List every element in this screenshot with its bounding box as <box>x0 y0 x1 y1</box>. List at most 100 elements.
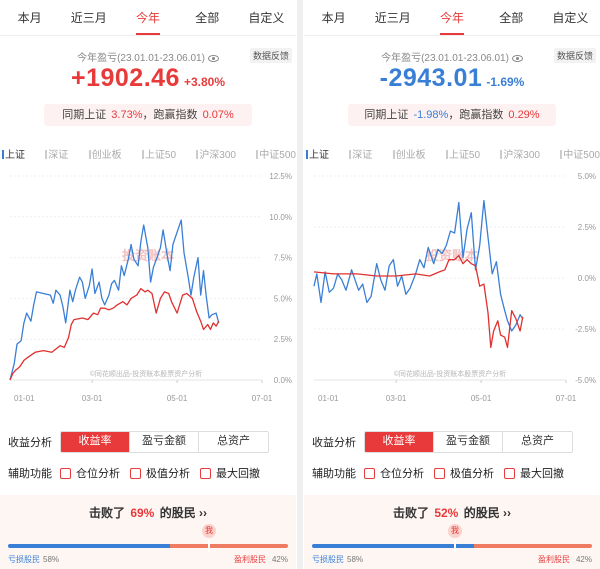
tab-custom[interactable]: 自定义 <box>248 11 285 25</box>
index-option-sse[interactable]: 上证 <box>2 146 25 161</box>
extreme-analysis-checkbox[interactable]: 极值分析 <box>130 465 190 481</box>
index-option-label: 上证 <box>5 150 25 161</box>
y-tick-label: 2.5% <box>578 223 596 232</box>
gain-segment <box>474 544 592 548</box>
compare-label-outperform: 跑赢指数 <box>153 109 198 121</box>
index-option-szse[interactable]: 深证 <box>349 146 372 161</box>
checkbox-label: 最大回撤 <box>520 468 564 480</box>
chart-footnote: ©同花顺出品-投资账本股票资产分析 <box>394 369 507 378</box>
me-marker: 我 <box>202 524 216 538</box>
checkbox-box <box>200 467 211 479</box>
tab-this-month[interactable]: 本月 <box>321 11 346 25</box>
index-option-sse50[interactable]: 上证50 <box>445 146 480 161</box>
pnl-amount-button[interactable]: 盈亏金额 <box>130 432 199 452</box>
index-comparison: 同期上证 3.73%，跑赢指数 0.07% <box>44 104 252 126</box>
pnl-percent: +3.80% <box>183 75 225 89</box>
tab-all[interactable]: 全部 <box>499 11 524 25</box>
index-option-label: 沪深300 <box>503 150 540 161</box>
extreme-analysis-checkbox[interactable]: 极值分析 <box>434 465 494 481</box>
tab-custom[interactable]: 自定义 <box>552 11 589 25</box>
total-assets-button[interactable]: 总资产 <box>217 435 250 447</box>
pnl-amount-button[interactable]: 盈亏金额 <box>434 432 503 452</box>
assist-functions: 辅助功能 仓位分析 极值分析 最大回撤 <box>8 465 270 481</box>
compare-value-outperform: 0.07% <box>202 109 234 121</box>
pnl-summary: +1902.46 +3.80% <box>0 64 296 93</box>
index-option-csi500[interactable]: 中证500 <box>560 146 600 161</box>
index-option-label: 深证 <box>352 150 373 161</box>
me-marker: 我 <box>448 524 462 538</box>
tab-this-year[interactable]: 今年 <box>118 0 177 35</box>
max-drawdown-checkbox[interactable]: 最大回撤 <box>200 465 260 481</box>
x-tick-label: 03-01 <box>386 394 407 403</box>
panel-right: 本月 近三月 今年 全部 自定义 今年盈亏(23.01.01-23.06.01)… <box>304 0 600 569</box>
index-option-label: 中证500 <box>563 150 600 161</box>
loss-segment <box>8 544 171 548</box>
y-tick-label: 10.0% <box>269 213 292 222</box>
tab-last-three-months[interactable]: 近三月 <box>70 11 107 25</box>
index-option-label: 中证500 <box>259 150 296 161</box>
checkbox-label: 极值分析 <box>450 468 494 480</box>
return-rate-button[interactable]: 收益率 <box>365 432 434 452</box>
beat-percent: 69% <box>130 506 155 520</box>
checkbox-box <box>364 467 375 479</box>
index-selector: 上证 深证 创业板 上证50 沪深300 中证500 <box>2 146 296 161</box>
beat-prefix: 击败了 <box>88 506 125 520</box>
checkbox-box <box>60 467 71 479</box>
beat-prefix: 击败了 <box>392 506 429 520</box>
index-option-csi300[interactable]: 沪深300 <box>196 146 236 161</box>
return-analysis-label: 收益分析 <box>8 437 52 449</box>
index-selector: 上证 深证 创业板 上证50 沪深300 中证500 <box>306 146 600 161</box>
ranking-section[interactable]: 击败了 69% 的股民 ›› <box>0 495 296 569</box>
pnl-amount: +1902.46 <box>70 64 180 92</box>
tab-all[interactable]: 全部 <box>195 11 220 25</box>
investor-distribution-bar <box>312 544 592 548</box>
return-rate-button[interactable]: 收益率 <box>61 432 130 452</box>
index-option-chinext[interactable]: 创业板 <box>88 146 122 161</box>
beat-percent: 52% <box>434 506 459 520</box>
feedback-button[interactable]: 数据反馈 <box>249 48 292 63</box>
loss-segment <box>312 544 475 548</box>
x-tick-label: 01-01 <box>318 394 339 403</box>
index-option-csi500[interactable]: 中证500 <box>256 146 296 161</box>
x-tick-label: 05-01 <box>167 394 188 403</box>
period-text: 今年盈亏(23.01.01-23.06.01) <box>77 53 205 64</box>
max-drawdown-checkbox[interactable]: 最大回撤 <box>504 465 564 481</box>
position-analysis-checkbox[interactable]: 仓位分析 <box>60 465 120 481</box>
period-tabs: 本月 近三月 今年 全部 自定义 <box>0 0 296 36</box>
index-marker <box>349 150 352 159</box>
gain-segment <box>170 544 288 548</box>
pnl-amount: -2943.01 <box>379 64 483 92</box>
index-marker <box>560 150 563 159</box>
index-option-sse[interactable]: 上证 <box>306 146 329 161</box>
tab-last-three-months[interactable]: 近三月 <box>374 11 411 25</box>
index-return-line <box>313 254 524 349</box>
index-option-sse50[interactable]: 上证50 <box>141 146 176 161</box>
index-marker <box>2 150 4 159</box>
compare-label-sse: 同期上证 <box>364 109 409 121</box>
tab-this-year[interactable]: 今年 <box>422 0 481 35</box>
return-analysis-label: 收益分析 <box>312 437 356 449</box>
position-analysis-checkbox[interactable]: 仓位分析 <box>364 465 424 481</box>
index-marker <box>500 150 503 159</box>
x-tick-label: 07-01 <box>556 394 577 403</box>
checkbox-box <box>504 467 515 479</box>
index-option-csi300[interactable]: 沪深300 <box>500 146 540 161</box>
period-label: 今年盈亏(23.01.01-23.06.01) <box>304 49 600 64</box>
pnl-summary: -2943.01 -1.69% <box>304 64 600 93</box>
compare-value-outperform: 0.29% <box>508 109 540 121</box>
index-option-label: 创业板 <box>91 150 122 161</box>
eye-icon[interactable] <box>511 54 523 62</box>
y-tick-label: 0.0% <box>578 274 596 283</box>
total-assets-button[interactable]: 总资产 <box>521 435 554 447</box>
eye-icon[interactable] <box>207 54 219 62</box>
index-option-szse[interactable]: 深证 <box>45 146 68 161</box>
checkbox-label: 最大回撤 <box>216 468 260 480</box>
return-chart[interactable]: 5.0% 2.5% 0.0% -2.5% -5.0% 01-01 03-01 05-01 07-… <box>304 168 600 408</box>
loss-investors-label: 亏损股民 58% <box>312 555 364 564</box>
tab-this-month[interactable]: 本月 <box>17 11 42 25</box>
return-chart[interactable]: 12.5% 10.0% 7.5% 5.0% 2.5% 0.0% 01-01 03-01 05-0… <box>0 168 296 408</box>
feedback-button[interactable]: 数据反馈 <box>553 48 596 63</box>
index-option-chinext[interactable]: 创业板 <box>392 146 426 161</box>
y-tick-label: 0.0% <box>274 376 292 385</box>
index-marker <box>256 150 259 159</box>
